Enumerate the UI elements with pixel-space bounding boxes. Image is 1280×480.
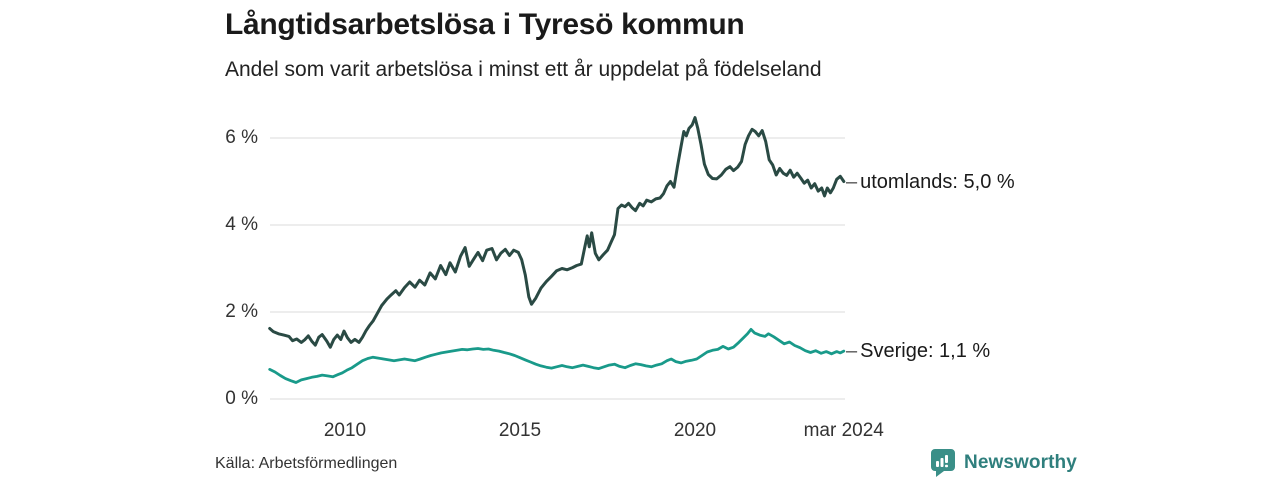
y-axis-tick-label: 4 % (225, 214, 258, 235)
chart-title: Långtidsarbetslösa i Tyresö kommun (225, 8, 745, 41)
y-axis-tick-label: 2 % (225, 301, 258, 322)
y-axis-tick-label: 0 % (225, 388, 258, 409)
end-label-text: utomlands: 5,0 % (860, 170, 1015, 193)
source-note: Källa: Arbetsförmedlingen (215, 455, 398, 472)
newsworthy-logo: Newsworthy (930, 449, 1077, 477)
x-axis-tick-label: mar 2024 (803, 420, 884, 441)
end-label-dash: – (846, 170, 858, 193)
x-axis-tick-label: 2015 (498, 420, 542, 441)
end-label-dash: – (846, 340, 858, 363)
end-label-text: Sverige: 1,1 % (860, 340, 991, 363)
chart-subtitle: Andel som varit arbetslösa i minst ett å… (225, 58, 822, 81)
series-line-utomlands (268, 116, 846, 349)
x-axis-tick-label: 2020 (673, 420, 717, 441)
x-axis-tick-label: 2010 (323, 420, 367, 441)
series-end-label-utomlands: – utomlands: 5,0 % (846, 169, 1015, 195)
newsworthy-logo-text: Newsworthy (964, 452, 1077, 473)
y-axis-tick-label: 6 % (225, 127, 258, 148)
newsworthy-bubble-chart-icon (931, 449, 955, 477)
series-end-label-sverige: – Sverige: 1,1 % (846, 338, 990, 364)
series-line-sverige (268, 328, 846, 384)
